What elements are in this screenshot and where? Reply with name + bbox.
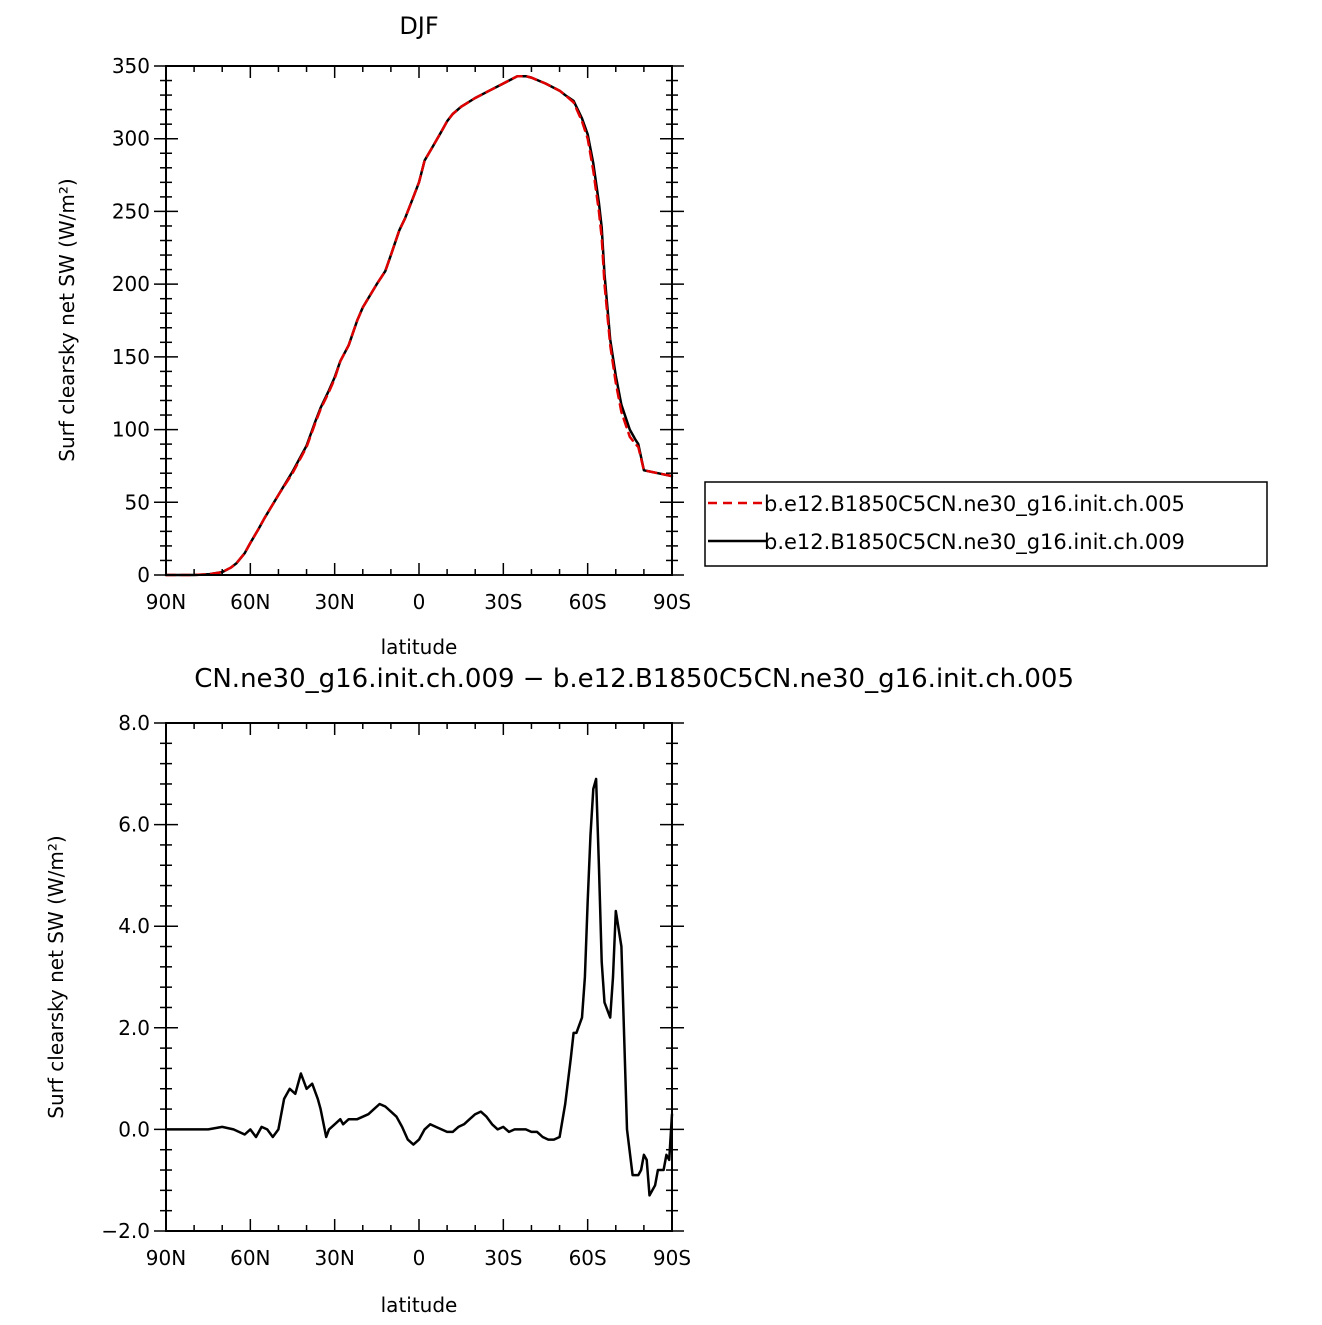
top-chart-y-tick-label: 50 bbox=[125, 490, 150, 514]
bottom-chart-x-tick-label: 90N bbox=[146, 1246, 186, 1270]
top-chart-series-line-009 bbox=[164, 74, 674, 577]
bottom-chart-x-tick-label: 0 bbox=[413, 1246, 426, 1270]
top-chart-x-tick-label: 30N bbox=[314, 590, 354, 614]
bottom-chart-y-tick-label: 6.0 bbox=[118, 813, 150, 837]
legend-box bbox=[704, 481, 1268, 567]
top-chart-axes: 90N 60N 30N 0 30S 60S 90S 0 50 100 150 200 250 300 350 bbox=[112, 54, 691, 614]
top-chart-x-tick-label: 90N bbox=[146, 590, 186, 614]
top-chart-y-tick-label: 300 bbox=[112, 127, 150, 151]
bottom-chart-y-tick-label: 4.0 bbox=[118, 914, 150, 938]
top-chart-y-axis-label: Surf clearsky net SW (W/m²) bbox=[55, 178, 79, 461]
top-chart-x-tick-label: 90S bbox=[653, 590, 691, 614]
bottom-chart-y-tick-label: −2.0 bbox=[101, 1219, 150, 1243]
top-chart-series-line-005 bbox=[164, 74, 674, 577]
top-chart-y-tick-label: 250 bbox=[112, 199, 150, 223]
bottom-chart-title: CN.ne30_g16.init.ch.009 − b.e12.B1850C5C… bbox=[194, 664, 1074, 694]
bottom-chart-x-tick-label: 60N bbox=[230, 1246, 270, 1270]
top-chart-y-tick-label: 150 bbox=[112, 345, 150, 369]
top-chart-y-tick-label: 0 bbox=[137, 563, 150, 587]
bottom-chart-series-group bbox=[164, 777, 674, 1197]
top-chart-plot-frame bbox=[165, 65, 673, 576]
legend: b.e12.B1850C5CN.ne30_g16.init.ch.005 b.e… bbox=[704, 481, 1268, 567]
bottom-chart-x-tick-label: 30S bbox=[484, 1246, 522, 1270]
panel-bottom-chart: CN.ne30_g16.init.ch.009 − b.e12.B1850C5C… bbox=[44, 664, 1074, 1317]
top-chart-y-tick-label: 100 bbox=[112, 418, 150, 442]
bottom-chart-y-tick-label: 2.0 bbox=[118, 1016, 150, 1040]
top-chart-y-tick-label: 200 bbox=[112, 272, 150, 296]
top-chart-y-tick-label: 350 bbox=[112, 54, 150, 78]
top-chart-x-tick-label: 60N bbox=[230, 590, 270, 614]
bottom-chart-x-tick-label: 60S bbox=[569, 1246, 607, 1270]
top-chart-series-group bbox=[164, 74, 674, 577]
bottom-chart-y-axis-label: Surf clearsky net SW (W/m²) bbox=[44, 835, 68, 1118]
top-chart-x-tick-label: 0 bbox=[413, 590, 426, 614]
panel-top-chart: DJF 90N 60N 30N 0 30S 60S 90S 0 50 100 150 200 250 30… bbox=[55, 12, 691, 659]
bottom-chart-y-tick-label: 0.0 bbox=[118, 1117, 150, 1141]
legend-label-series-009: b.e12.B1850C5CN.ne30_g16.init.ch.009 bbox=[764, 530, 1185, 555]
bottom-chart-x-axis-label: latitude bbox=[381, 1293, 458, 1317]
bottom-chart-x-tick-label: 30N bbox=[314, 1246, 354, 1270]
bottom-chart-x-tick-label: 90S bbox=[653, 1246, 691, 1270]
bottom-chart-axes: 90N 60N 30N 0 30S 60S 90S −2.0 0.0 2.0 4.0 6.0 8.0 bbox=[101, 711, 691, 1270]
bottom-chart-y-tick-label: 8.0 bbox=[118, 711, 150, 735]
top-chart-title: DJF bbox=[399, 12, 438, 40]
bottom-chart-series-line-difference bbox=[164, 777, 674, 1197]
top-chart-x-tick-label: 30S bbox=[484, 590, 522, 614]
top-chart-x-tick-label: 60S bbox=[569, 590, 607, 614]
legend-label-series-005: b.e12.B1850C5CN.ne30_g16.init.ch.005 bbox=[764, 492, 1185, 517]
top-chart-x-axis-label: latitude bbox=[381, 635, 458, 659]
